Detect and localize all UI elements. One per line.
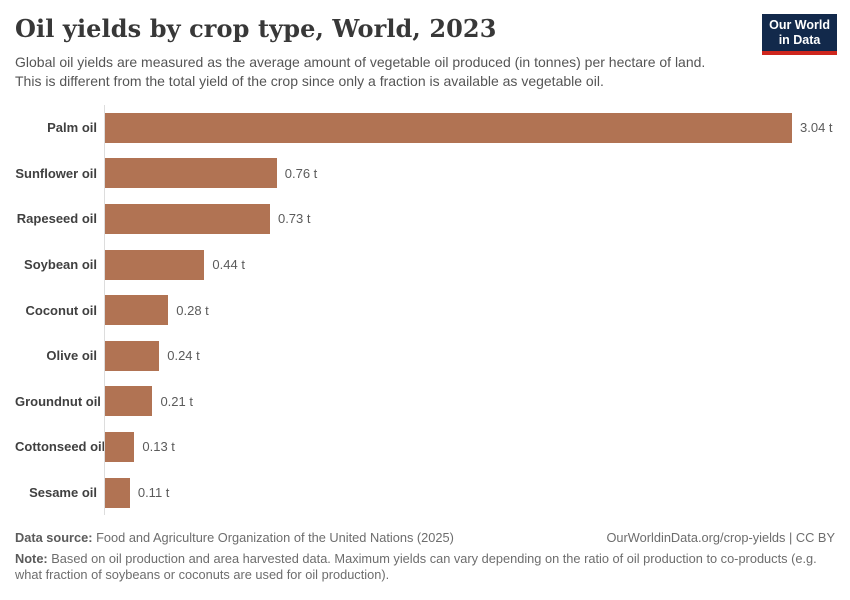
category-label: Soybean oil <box>24 257 97 273</box>
subtitle-line2: This is different from the total yield o… <box>15 73 604 89</box>
bar-chart: Palm oil 3.04 t Sunflower oil 0.76 t Rap… <box>15 105 835 516</box>
category-label: Olive oil <box>46 348 97 364</box>
value-label: 0.24 t <box>167 348 200 364</box>
bar[interactable] <box>105 158 277 189</box>
bar-row: Rapeseed oil 0.73 t <box>15 196 835 242</box>
owid-logo-line2: in Data <box>778 33 821 47</box>
chart-note: Note: Based on oil production and area h… <box>15 551 825 582</box>
category-label: Coconut oil <box>25 302 98 318</box>
bar[interactable] <box>105 340 160 371</box>
bar[interactable] <box>105 386 153 417</box>
bar-track: 0.44 t <box>104 241 835 288</box>
owid-logo[interactable]: Our World in Data <box>762 14 837 55</box>
value-label: 0.73 t <box>277 211 311 227</box>
owid-logo-line1: Our World <box>769 18 830 32</box>
data-source: Data source: Food and Agriculture Organi… <box>15 530 454 546</box>
bar-track: 0.76 t <box>104 150 835 197</box>
category-label: Rapeseed oil <box>16 211 97 227</box>
category-label: Groundnut oil <box>15 393 101 409</box>
value-label: 0.13 t <box>142 439 175 455</box>
bar-row: Olive oil 0.24 t <box>15 332 835 379</box>
bar-row: Palm oil 3.04 t <box>15 105 835 151</box>
bar-track: 0.28 t <box>104 287 835 333</box>
bar-row: Soybean oil 0.44 t <box>15 241 835 288</box>
value-label: 0.76 t <box>284 165 318 181</box>
bar[interactable] <box>105 203 270 234</box>
bar-track: 0.13 t <box>104 424 835 470</box>
chart-subtitle: Global oil yields are measured as the av… <box>15 53 835 91</box>
category-label: Palm oil <box>47 120 97 136</box>
bar[interactable] <box>105 295 169 326</box>
value-label: 0.11 t <box>137 485 170 501</box>
category-label: Sesame oil <box>29 485 97 501</box>
bar-track: 0.24 t <box>104 332 835 379</box>
value-label: 0.21 t <box>160 393 193 409</box>
bar[interactable] <box>105 112 792 143</box>
note-label: Note: <box>15 551 48 567</box>
bar[interactable] <box>105 431 135 462</box>
page-title: Oil yields by crop type, World, 2023 <box>15 14 497 43</box>
value-label: 0.28 t <box>176 302 209 318</box>
source-text: Food and Agriculture Organization of the… <box>96 530 454 546</box>
bar-track: 3.04 t <box>104 105 835 151</box>
category-label: Sunflower oil <box>15 165 97 181</box>
bar-row: Sunflower oil 0.76 t <box>15 150 835 197</box>
bar-row: Coconut oil 0.28 t <box>15 287 835 333</box>
bar-row: Sesame oil 0.11 t <box>15 469 835 516</box>
note-text: Based on oil production and area harvest… <box>15 551 817 582</box>
value-label: 3.04 t <box>800 120 833 136</box>
source-row: Data source: Food and Agriculture Organi… <box>15 530 835 546</box>
bar[interactable] <box>105 249 205 280</box>
bar-row: Groundnut oil 0.21 t <box>15 378 835 425</box>
bar-row: Cottonseed oil 0.13 t <box>15 424 835 470</box>
value-label: 0.44 t <box>212 257 245 273</box>
owid-url-link[interactable]: OurWorldinData.org/crop-yields | CC BY <box>606 530 835 546</box>
subtitle-line1: Global oil yields are measured as the av… <box>15 54 706 70</box>
bar[interactable] <box>105 477 130 508</box>
chart-footer: Data source: Food and Agriculture Organi… <box>15 530 835 582</box>
bar-track: 0.21 t <box>104 378 835 425</box>
bar-track: 0.73 t <box>104 196 835 242</box>
bar-track: 0.11 t <box>104 469 835 516</box>
category-label: Cottonseed oil <box>15 439 106 455</box>
source-label: Data source: <box>15 530 93 546</box>
